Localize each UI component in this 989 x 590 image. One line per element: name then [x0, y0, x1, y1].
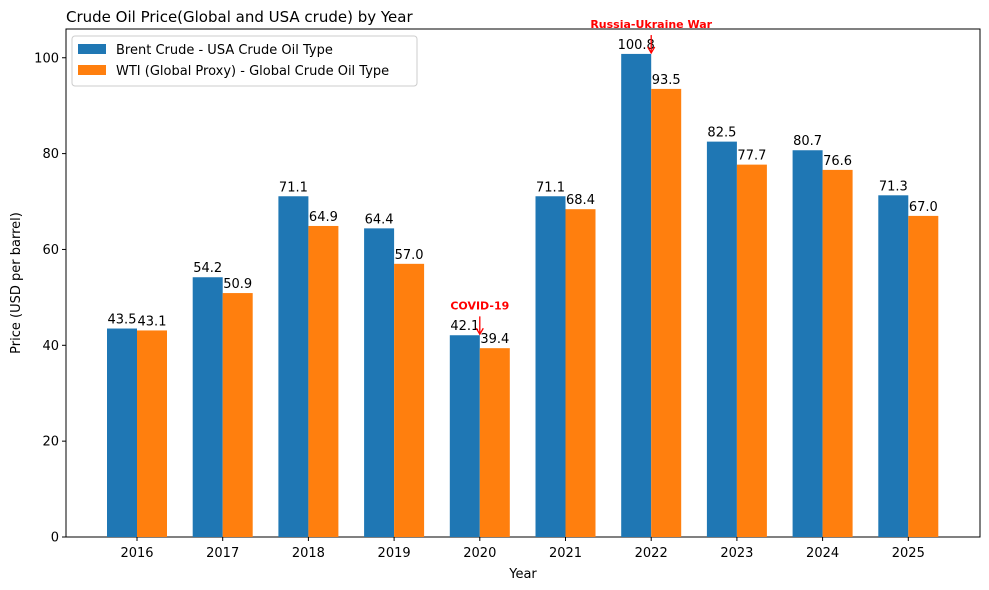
bar-brent-2017: [192, 277, 223, 537]
x-tick-label: 2020: [463, 546, 496, 561]
annotation-arrow-head: [475, 327, 484, 336]
legend: Brent Crude - USA Crude Oil Type WTI (Glo…: [71, 35, 418, 87]
data-label: 100.8: [618, 38, 655, 53]
legend-label: Brent Crude - USA Crude Oil Type: [116, 43, 333, 58]
chart-title: Crude Oil Price(Global and USA crude) by…: [66, 8, 413, 26]
data-label: 50.9: [223, 277, 252, 292]
bar-wti-2018: [308, 225, 339, 537]
annotation-label: Russia-Ukraine War: [590, 18, 712, 31]
bar-brent-2024: [792, 150, 823, 537]
data-label: 93.5: [652, 73, 681, 88]
bar-wti-2024: [822, 169, 853, 537]
bar-wti-2017: [222, 293, 253, 537]
data-label: 43.1: [138, 314, 167, 329]
x-tick-label: 2017: [206, 546, 239, 561]
y-tick-label: 0: [51, 531, 59, 546]
x-tick-label: 2022: [635, 546, 668, 561]
y-tick-label: 60: [42, 243, 59, 258]
data-label: 71.3: [879, 179, 908, 194]
data-label: 77.7: [737, 149, 766, 164]
bar-brent-2019: [364, 228, 395, 538]
annotation-label: COVID-19: [450, 299, 509, 312]
y-axis-title: Price (USD per barrel): [9, 212, 24, 354]
y-tick-label: 80: [42, 147, 59, 162]
data-label: 71.1: [536, 180, 565, 195]
bar-brent-2016: [107, 328, 137, 537]
x-tick-label: 2016: [120, 546, 153, 561]
data-label: 80.7: [793, 134, 822, 149]
bar-brent-2022: [621, 53, 652, 538]
bar-wti-2020: [479, 348, 510, 537]
data-label: 64.4: [365, 212, 394, 227]
bar-wti-2022: [651, 88, 682, 537]
x-tick-label: 2025: [892, 546, 925, 561]
x-tick-label: 2019: [378, 546, 411, 561]
x-tick-label: 2021: [549, 546, 582, 561]
x-tick-label: 2024: [806, 546, 839, 561]
bar-wti-2019: [394, 263, 425, 537]
data-label: 42.1: [450, 319, 479, 334]
data-label: 76.6: [823, 154, 852, 169]
bar-wti-2016: [137, 330, 167, 537]
y-tick-label: 40: [42, 339, 59, 354]
data-label: 43.5: [108, 313, 137, 328]
x-tick-label: 2018: [292, 546, 325, 561]
axes-frame: [65, 28, 981, 538]
x-tick-label: 2023: [720, 546, 753, 561]
legend-label: WTI (Global Proxy) - Global Crude Oil Ty…: [116, 64, 389, 79]
legend-swatch: [78, 44, 106, 54]
bar-wti-2021: [565, 209, 596, 537]
bar-brent-2018: [278, 196, 309, 538]
legend-swatch: [78, 65, 106, 75]
y-tick-label: 100: [34, 51, 59, 66]
data-label: 57.0: [395, 248, 424, 263]
bar-brent-2020: [449, 335, 480, 537]
bar-brent-2025: [878, 195, 909, 538]
data-label: 82.5: [707, 126, 736, 141]
bar-brent-2023: [706, 141, 737, 538]
bar-brent-2021: [535, 196, 566, 538]
annotation-arrow-head: [647, 46, 656, 55]
y-tick-label: 20: [42, 435, 59, 450]
plot-area: 0 20 40 60 80 100 2016 43.5 43.1 2017 54.250.9 2018…: [34, 18, 981, 561]
data-label: 39.4: [480, 332, 509, 347]
bar-wti-2023: [736, 164, 767, 538]
data-label: 67.0: [909, 200, 938, 215]
data-label: 64.9: [309, 210, 338, 225]
x-axis-title: Year: [508, 567, 537, 582]
data-label: 54.2: [193, 261, 222, 276]
data-label: 71.1: [279, 180, 308, 195]
legend-box: [71, 35, 418, 87]
bar-wti-2025: [908, 215, 939, 538]
data-label: 68.4: [566, 193, 595, 208]
